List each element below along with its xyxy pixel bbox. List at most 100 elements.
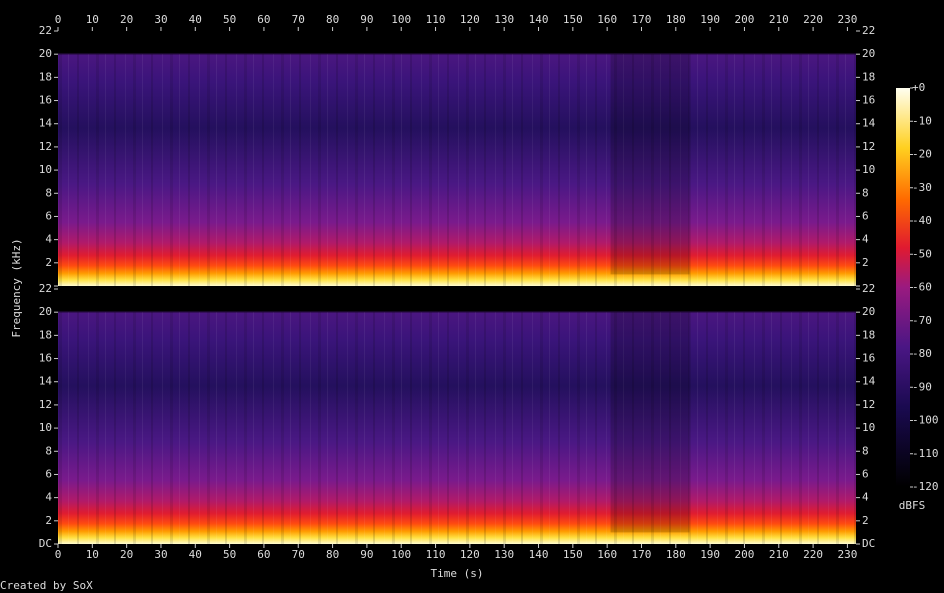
x-tick-label: 200: [735, 548, 755, 561]
colorbar-tick-label: -30: [912, 181, 932, 194]
x-tick-label: 90: [360, 548, 373, 561]
y-tick-label: 6: [45, 209, 52, 222]
y-tick-label: 10: [39, 421, 52, 434]
x-tick-label: 150: [563, 13, 583, 26]
y-tick-label: 20: [862, 47, 875, 60]
y-tick-label: 12: [862, 398, 875, 411]
y-tick-label: 14: [39, 375, 53, 388]
y-tick-label: 8: [45, 186, 52, 199]
y-tick-label: 6: [45, 467, 52, 480]
x-tick-label: 20: [120, 548, 133, 561]
x-tick-label: 130: [494, 13, 514, 26]
x-tick-label: 120: [460, 548, 480, 561]
y-tick-label: 18: [39, 70, 52, 83]
y-tick-label: 22: [39, 282, 52, 295]
y-axis-label: Frequency (kHz): [10, 238, 23, 337]
y-tick-label: 10: [862, 163, 875, 176]
y-tick-label: 2: [862, 514, 869, 527]
x-tick-label: 100: [391, 548, 411, 561]
x-tick-label: 0: [55, 548, 62, 561]
y-tick-label: 4: [45, 233, 52, 246]
x-tick-label: 10: [86, 548, 99, 561]
x-tick-label: 140: [529, 13, 549, 26]
colorbar-tick-label: -50: [912, 247, 932, 260]
y-tick-label: 18: [39, 328, 52, 341]
x-tick-label: 150: [563, 548, 583, 561]
y-tick-label: 22: [862, 282, 875, 295]
y-tick-label: 6: [862, 209, 869, 222]
x-tick-label: 80: [326, 13, 339, 26]
x-tick-label: 180: [666, 548, 686, 561]
x-tick-label: 20: [120, 13, 133, 26]
colorbar-tick-label: -40: [912, 214, 932, 227]
footer: Created by SoX: [0, 579, 93, 592]
x-tick-label: 180: [666, 13, 686, 26]
x-tick-label: 230: [837, 548, 857, 561]
x-tick-label: 30: [154, 13, 167, 26]
y-tick-label: 4: [862, 491, 869, 504]
colorbar: [896, 88, 910, 487]
x-tick-label: 170: [632, 13, 652, 26]
y-tick-label: DC: [39, 537, 52, 550]
x-tick-label: 110: [426, 548, 446, 561]
y-tick-label: 8: [45, 444, 52, 457]
y-tick-label: 20: [39, 305, 52, 318]
y-tick-label: 16: [862, 94, 875, 107]
colorbar-tick-label: -90: [912, 380, 932, 393]
y-tick-label: 10: [39, 163, 52, 176]
x-tick-label: 130: [494, 548, 514, 561]
x-tick-label: 90: [360, 13, 373, 26]
x-tick-label: 190: [700, 13, 720, 26]
y-tick-label: 18: [862, 328, 875, 341]
x-tick-label: 210: [769, 13, 789, 26]
x-tick-label: 50: [223, 13, 236, 26]
spectrogram-texture: [58, 54, 856, 286]
spectrogram-texture: [58, 312, 856, 544]
y-tick-label: 8: [862, 444, 869, 457]
colorbar-tick-label: -20: [912, 148, 932, 161]
x-tick-label: 0: [55, 13, 62, 26]
y-tick-label: 4: [45, 491, 52, 504]
y-tick-label: 14: [862, 117, 876, 130]
x-tick-label: 140: [529, 548, 549, 561]
x-tick-label: 80: [326, 548, 339, 561]
y-tick-label: 2: [45, 256, 52, 269]
y-tick-label: 20: [39, 47, 52, 60]
colorbar-label: dBFS: [899, 499, 926, 512]
colorbar-tick-label: -80: [912, 347, 932, 360]
y-tick-label: 2: [45, 514, 52, 527]
y-tick-label: 14: [39, 117, 53, 130]
x-tick-label: 170: [632, 548, 652, 561]
y-tick-label: 8: [862, 186, 869, 199]
y-tick-label: 12: [39, 140, 52, 153]
x-tick-label: 50: [223, 548, 236, 561]
y-tick-label: 2: [862, 256, 869, 269]
x-tick-label: 200: [735, 13, 755, 26]
y-tick-label: 22: [39, 24, 52, 37]
colorbar-tick-label: -10: [912, 114, 932, 127]
x-tick-label: 220: [803, 548, 823, 561]
y-tick-label: 20: [862, 305, 875, 318]
x-tick-label: 220: [803, 13, 823, 26]
x-tick-label: 70: [292, 13, 305, 26]
x-tick-label: 110: [426, 13, 446, 26]
x-axis-label: Time (s): [431, 567, 484, 580]
x-tick-label: 100: [391, 13, 411, 26]
x-tick-label: 40: [189, 548, 202, 561]
x-tick-label: 160: [597, 13, 617, 26]
x-tick-label: 60: [257, 13, 270, 26]
quiet-section: [610, 54, 690, 275]
x-tick-label: 60: [257, 548, 270, 561]
y-tick-label: 18: [862, 70, 875, 83]
y-tick-label: 10: [862, 421, 875, 434]
colorbar-tick-label: -70: [912, 314, 932, 327]
x-tick-label: 160: [597, 548, 617, 561]
x-tick-label: 230: [837, 13, 857, 26]
colorbar-tick-label: -100: [912, 414, 939, 427]
y-tick-label: 16: [39, 352, 52, 365]
x-tick-label: 190: [700, 548, 720, 561]
y-tick-label: 16: [39, 94, 52, 107]
x-tick-label: 120: [460, 13, 480, 26]
colorbar-tick-label: -60: [912, 281, 932, 294]
